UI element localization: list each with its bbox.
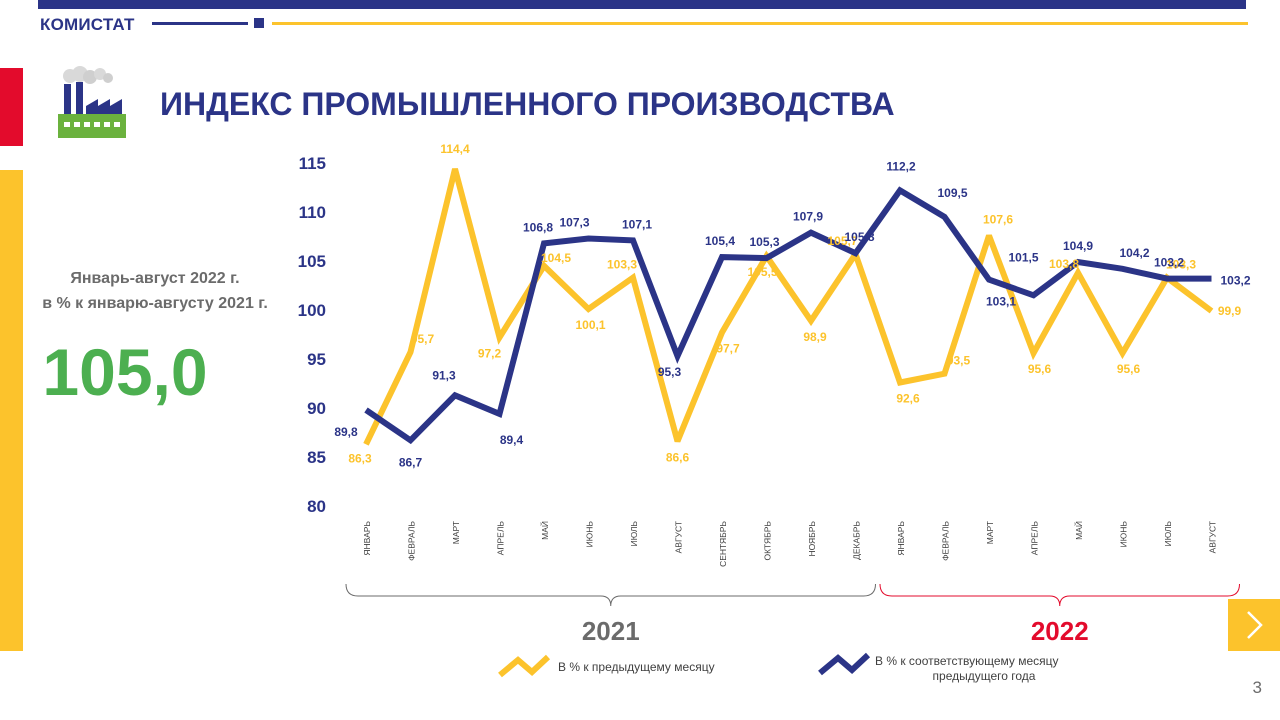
left-accent-yellow (0, 170, 23, 651)
year-brace-2022 (879, 583, 1240, 607)
legend-swatch-navy (818, 652, 871, 676)
factory-icon (56, 66, 128, 140)
data-label: 103,8 (1049, 257, 1079, 271)
kpi-caption-line1: Январь-август 2022 г. (70, 270, 240, 287)
x-tick-label: НОЯБРЬ (807, 521, 817, 557)
data-label: 105,3 (749, 235, 779, 249)
brand-label: КОМИСТАТ (40, 15, 135, 34)
x-tick-label: ОКТЯБРЬ (763, 521, 773, 561)
x-tick-label: ФЕВРАЛЬ (941, 521, 951, 561)
left-accent-red (0, 68, 23, 146)
x-tick-label: ЯНВАРЬ (362, 521, 372, 556)
data-label: 86,3 (348, 451, 372, 465)
x-tick-label: СЕНТЯБРЬ (718, 521, 728, 567)
next-slide-button[interactable] (1228, 599, 1280, 651)
legend-label: В % к соответствующему месяцу (875, 654, 1059, 668)
x-tick-label: МАРТ (985, 521, 995, 544)
data-label: 107,3 (559, 215, 589, 229)
data-label: 99,9 (1218, 304, 1242, 318)
kpi-value: 105,0 (42, 335, 208, 409)
x-tick-label: ДЕКАБРЬ (852, 521, 862, 560)
data-label: 109,5 (937, 186, 967, 200)
data-label: 91,3 (432, 368, 456, 382)
brand-rule-yellow (272, 22, 1248, 25)
data-label: 86,6 (666, 450, 690, 464)
data-label: 105,8 (844, 230, 874, 244)
x-tick-label: ЯНВАРЬ (896, 521, 906, 556)
year-brace-2021 (345, 583, 876, 607)
x-tick-label: МАЙ (539, 521, 550, 540)
data-label: 92,6 (896, 392, 920, 406)
brand-rule-navy (152, 22, 248, 25)
data-label: 100,1 (575, 318, 605, 332)
data-label: 112,2 (886, 159, 916, 173)
data-label: 103,3 (607, 258, 637, 272)
data-label: 104,9 (1063, 239, 1093, 253)
year-label: 2022 (1031, 616, 1089, 646)
data-label: 114,4 (440, 142, 470, 156)
data-label: 105,5 (747, 265, 777, 279)
data-label: 103,1 (986, 295, 1016, 309)
kpi-caption-line2: в % к январю-августу 2021 г. (42, 295, 268, 312)
data-label: 97,2 (478, 346, 502, 360)
data-label: 105,4 (705, 234, 735, 248)
x-tick-label: МАЙ (1073, 521, 1084, 540)
data-label: 95,6 (1117, 362, 1141, 376)
brand-square (254, 18, 264, 28)
data-label: 107,6 (983, 213, 1013, 227)
kpi-caption: Январь-август 2022 г. в % к январю-авгус… (20, 266, 290, 316)
data-label: 86,7 (399, 455, 423, 469)
page-title: ИНДЕКС ПРОМЫШЛЕННОГО ПРОИЗВОДСТВА (160, 86, 895, 122)
data-label: 98,9 (803, 330, 827, 344)
data-label: 104,5 (541, 251, 571, 265)
x-tick-label: МАРТ (451, 521, 461, 544)
legend-label: предыдущего года (933, 669, 1036, 683)
y-tick-label: 105 (298, 252, 326, 271)
year-label: 2021 (582, 616, 640, 646)
x-tick-label: ИЮНЬ (585, 521, 595, 548)
data-label: 105,7 (827, 234, 857, 248)
data-label: 101,5 (1008, 250, 1038, 264)
x-tick-label: АПРЕЛЬ (1030, 521, 1040, 556)
x-tick-label: АВГУСТ (1208, 521, 1218, 553)
data-label: 103,3 (1166, 258, 1196, 272)
data-label: 95,6 (1028, 362, 1052, 376)
y-tick-label: 90 (307, 399, 326, 418)
y-tick-label: 110 (299, 203, 326, 222)
series-line-1 (363, 168, 1214, 446)
data-label: 95,7 (411, 332, 435, 346)
y-tick-label: 80 (307, 497, 326, 516)
x-tick-label: ИЮЛЬ (1163, 521, 1173, 547)
y-tick-label: 115 (299, 154, 326, 173)
x-tick-label: ФЕВРАЛЬ (407, 521, 417, 561)
x-tick-label: АВГУСТ (674, 521, 684, 553)
y-tick-label: 85 (307, 448, 326, 467)
page-number: 3 (1252, 678, 1262, 697)
data-label: 97,7 (716, 342, 740, 356)
data-label: 104,2 (1119, 246, 1149, 260)
data-label: 89,4 (500, 433, 524, 447)
x-tick-label: АПРЕЛЬ (496, 521, 506, 556)
data-label: 106,8 (523, 220, 553, 234)
chevron-right-icon (1247, 611, 1263, 639)
legend-label: В % к предыдущему месяцу (558, 660, 715, 674)
data-label: 95,3 (658, 365, 682, 379)
data-label: 89,8 (334, 425, 358, 439)
data-label: 103,2 (1220, 274, 1250, 288)
data-label: 103,2 (1154, 256, 1184, 270)
legend-swatch-yellow (498, 654, 551, 678)
x-tick-label: ИЮНЬ (1119, 521, 1129, 548)
series-line-2 (364, 186, 1212, 445)
top-bar (38, 0, 1246, 9)
data-label: 107,9 (793, 210, 823, 224)
y-tick-label: 100 (298, 301, 326, 320)
data-label: 107,1 (622, 217, 652, 231)
x-tick-label: ИЮЛЬ (629, 521, 639, 547)
data-label: 93,5 (947, 354, 971, 368)
y-tick-label: 95 (307, 350, 326, 369)
